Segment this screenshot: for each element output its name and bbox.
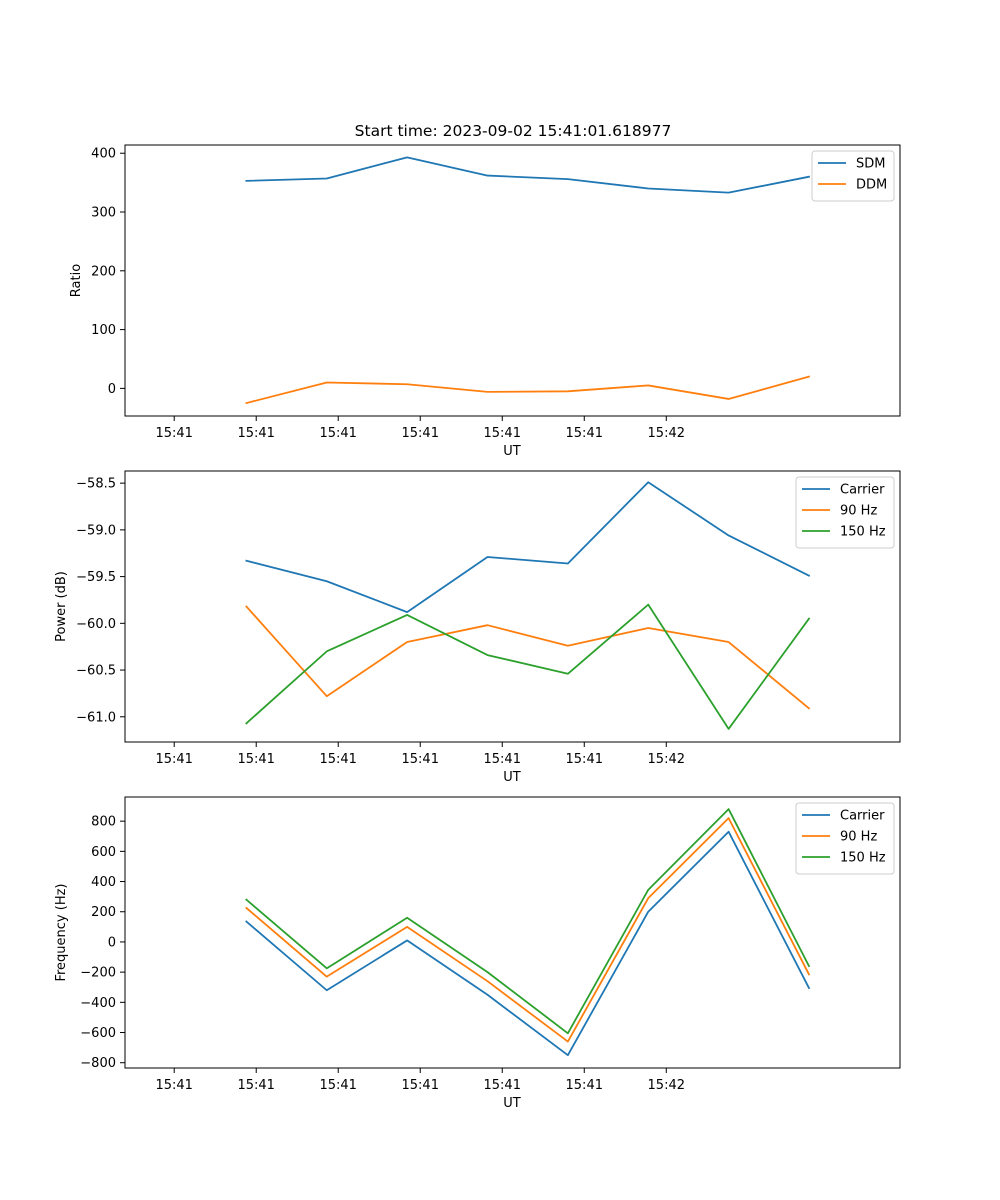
subplots: 15:41 15:41 15:41 15:41 15:41 15:41 15:42 0 100 2… [54,144,901,1111]
series-line-90-hz [245,817,811,1043]
subplot-3: 15:41 15:41 15:41 15:41 15:41 15:41 15:42 −800 −… [54,796,901,1111]
series-line-carrier [245,830,811,1057]
x-tick-label: 15:41 [319,752,356,767]
subplot-2: 15:41 15:41 15:41 15:41 15:41 15:41 15:42 −61.0… [54,470,901,785]
y-tick-label: −60.5 [76,664,116,679]
legend-label: Carrier [840,809,885,824]
axes-frame [124,796,901,1069]
y-tick-label: −60.0 [76,617,116,632]
y-tick-label: 800 [91,815,116,830]
y-tick-label: −59.5 [76,570,116,585]
x-tick-label: 15:41 [319,426,356,441]
y-tick-label: −200 [80,966,116,981]
series-line-ddm [245,375,811,405]
x-tick-label: 15:42 [648,752,685,767]
legend-label: 150 Hz [840,525,886,540]
legend: Carrier 90 Hz 150 Hz [795,476,895,549]
y-tick-label: −61.0 [76,710,116,725]
x-tick-label: 15:41 [566,426,603,441]
y-tick-label: 200 [91,905,116,920]
x-tick-label: 15:41 [484,426,521,441]
y-tick-label: 400 [91,875,116,890]
x-tick-label: 15:42 [648,426,685,441]
x-tick-label: 15:41 [155,426,192,441]
x-tick-label: 15:41 [566,752,603,767]
y-tick-label: 600 [91,845,116,860]
x-tick-label: 15:41 [155,752,192,767]
series-line-carrier [245,481,811,614]
y-tick-label: 0 [108,935,116,950]
legend-label: DDM [856,178,887,193]
legend: Carrier 90 Hz 150 Hz [795,802,895,875]
x-tick-label: 15:41 [155,1078,192,1093]
legend-label: 90 Hz [840,504,877,519]
x-axis-label: UT [503,444,521,459]
y-tick-label: 100 [91,323,116,338]
series-line-sdm [245,156,811,194]
x-tick-label: 15:41 [402,1078,439,1093]
x-tick-label: 15:41 [319,1078,356,1093]
x-tick-label: 15:41 [402,426,439,441]
y-axis-label: Ratio [69,264,84,297]
figure-title: Start time: 2023-09-02 15:41:01.618977 [355,122,672,140]
x-axis-label: UT [503,770,521,785]
y-tick-label: −800 [80,1056,116,1071]
subplot-1: 15:41 15:41 15:41 15:41 15:41 15:41 15:42 0 100 2… [69,144,901,459]
y-tick-label: −600 [80,1026,116,1041]
y-tick-label: −59.0 [76,523,116,538]
x-tick-label: 15:41 [402,752,439,767]
legend-label: 150 Hz [840,851,886,866]
y-tick-label: 200 [91,264,116,279]
x-tick-label: 15:41 [237,752,274,767]
y-tick-label: 0 [108,382,116,397]
series-line-150-hz [245,808,811,1035]
y-tick-label: 300 [91,206,116,221]
series-line-150-hz [245,603,811,730]
axes-frame [124,144,901,417]
legend: SDM DDM [811,150,895,202]
axes-frame [124,470,901,743]
x-tick-label: 15:41 [237,1078,274,1093]
legend-label: 90 Hz [840,830,877,845]
x-tick-label: 15:42 [648,1078,685,1093]
x-tick-label: 15:41 [566,1078,603,1093]
y-axis-label: Power (dB) [54,571,69,642]
y-tick-label: 400 [91,147,116,162]
y-tick-label: −58.5 [76,477,116,492]
legend-label: Carrier [840,483,885,498]
x-tick-label: 15:41 [237,426,274,441]
series-line-90-hz [245,605,811,710]
x-tick-label: 15:41 [484,1078,521,1093]
x-tick-label: 15:41 [484,752,521,767]
legend-label: SDM [856,157,885,172]
x-axis-label: UT [503,1096,521,1111]
y-tick-label: −400 [80,996,116,1011]
y-axis-label: Frequency (Hz) [54,883,69,981]
